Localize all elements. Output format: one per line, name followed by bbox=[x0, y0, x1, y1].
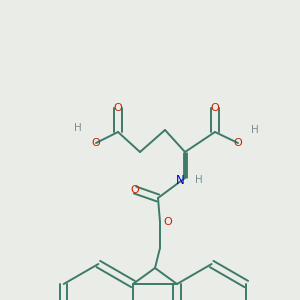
Text: O: O bbox=[130, 185, 140, 195]
Text: H: H bbox=[251, 125, 259, 135]
Text: O: O bbox=[92, 138, 100, 148]
Text: H: H bbox=[195, 175, 203, 185]
Text: O: O bbox=[211, 103, 219, 113]
Text: O: O bbox=[114, 103, 122, 113]
Text: N: N bbox=[176, 173, 184, 187]
Text: H: H bbox=[74, 123, 82, 133]
Text: O: O bbox=[234, 138, 242, 148]
Text: O: O bbox=[164, 217, 172, 227]
